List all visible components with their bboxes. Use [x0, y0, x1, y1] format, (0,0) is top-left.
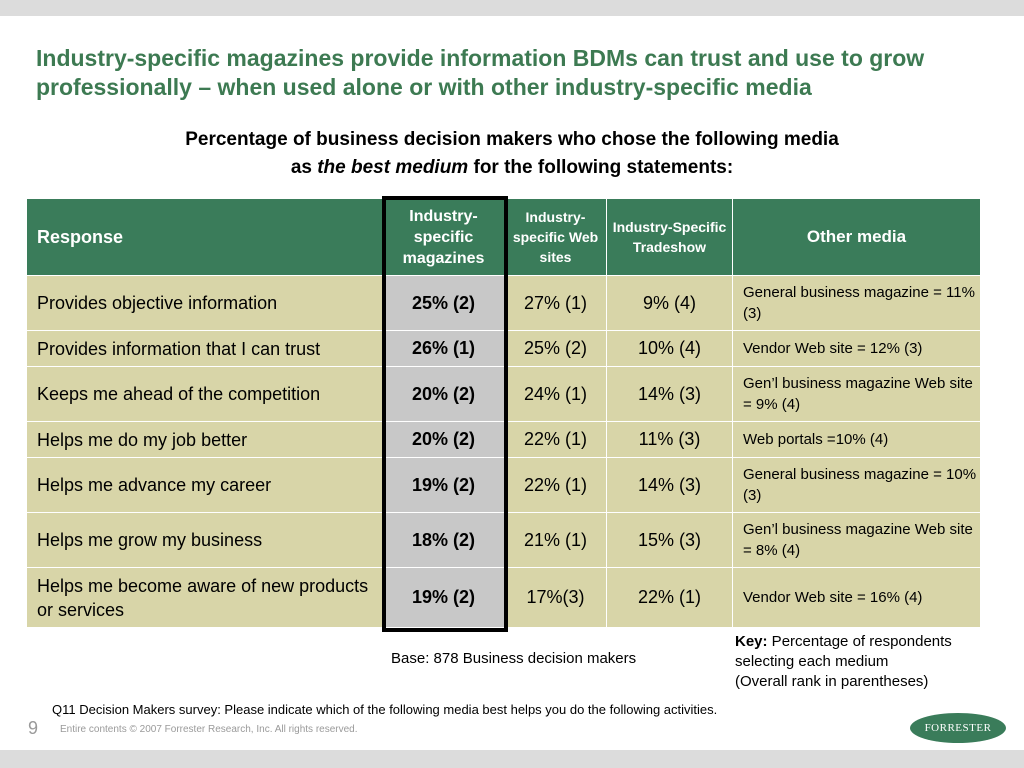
table-row: Provides objective information 25% (2) 2…: [26, 275, 981, 331]
web-sites-cell: 24% (1): [504, 366, 607, 422]
bottom-border-bar: [0, 750, 1024, 768]
table-row: Helps me do my job better 20% (2) 22% (1…: [26, 421, 981, 458]
key-legend: Key: Percentage of respondents selecting…: [735, 632, 1015, 692]
other-media-cell: Vendor Web site = 12% (3): [732, 330, 981, 367]
media-preference-table: Response Industry-specific magazines Ind…: [26, 198, 981, 628]
magazines-cell: 20% (2): [382, 366, 505, 422]
top-border-bar: [0, 0, 1024, 16]
other-media-cell: Web portals =10% (4): [732, 421, 981, 458]
response-cell: Provides information that I can trust: [26, 330, 383, 367]
magazines-cell: 18% (2): [382, 512, 505, 568]
table-row: Helps me grow my business 18% (2) 21% (1…: [26, 512, 981, 568]
tradeshow-cell: 9% (4): [606, 275, 733, 331]
forrester-logo: FORRESTER: [910, 713, 1006, 743]
subtitle-prefix: as: [290, 157, 318, 178]
web-sites-cell: 27% (1): [504, 275, 607, 331]
response-cell: Helps me do my job better: [26, 421, 383, 458]
magazines-cell: 26% (1): [382, 330, 505, 367]
header-other-media: Other media: [732, 198, 981, 276]
response-cell: Helps me become aware of new products or…: [26, 567, 383, 628]
tradeshow-cell: 22% (1): [606, 567, 733, 628]
header-industry-web-sites: Industry-specific Web sites: [504, 198, 607, 276]
magazines-cell: 25% (2): [382, 275, 505, 331]
other-media-cell: Vendor Web site = 16% (4): [732, 567, 981, 628]
response-cell: Helps me grow my business: [26, 512, 383, 568]
response-cell: Provides objective information: [26, 275, 383, 331]
slide-title: Industry-specific magazines provide info…: [36, 45, 925, 100]
key-line-1: Percentage of respondents selecting each…: [735, 633, 952, 670]
header-industry-magazines: Industry-specific magazines: [382, 198, 505, 276]
page-number: 9: [28, 718, 39, 738]
header-response: Response: [26, 198, 383, 276]
subtitle-emphasis: the best medium: [317, 157, 469, 178]
header-industry-tradeshow: Industry-Specific Tradeshow: [606, 198, 733, 276]
web-sites-cell: 22% (1): [504, 457, 607, 513]
table-row: Helps me advance my career 19% (2) 22% (…: [26, 457, 981, 513]
tradeshow-cell: 10% (4): [606, 330, 733, 367]
subtitle-suffix: for the following statements:: [468, 157, 734, 178]
other-media-cell: Gen’l business magazine Web site = 9% (4…: [732, 366, 981, 422]
response-cell: Helps me advance my career: [26, 457, 383, 513]
other-media-cell: Gen’l business magazine Web site = 8% (4…: [732, 512, 981, 568]
subtitle-line-2: as the best medium for the following sta…: [0, 154, 1024, 182]
magazines-cell: 19% (2): [382, 457, 505, 513]
table-row: Keeps me ahead of the competition 20% (2…: [26, 366, 981, 422]
key-line-2: (Overall rank in parentheses): [735, 673, 929, 690]
key-label: Key:: [735, 633, 768, 650]
web-sites-cell: 22% (1): [504, 421, 607, 458]
magazines-cell: 19% (2): [382, 567, 505, 628]
copyright-notice: Entire contents © 2007 Forrester Researc…: [60, 724, 358, 735]
table-header-row: Response Industry-specific magazines Ind…: [26, 198, 981, 276]
other-media-cell: General business magazine = 11% (3): [732, 275, 981, 331]
slide-subtitle: Percentage of business decision makers w…: [0, 126, 1024, 182]
web-sites-cell: 25% (2): [504, 330, 607, 367]
base-note: Base: 878 Business decision makers: [391, 650, 637, 667]
table-row: Provides information that I can trust 26…: [26, 330, 981, 367]
web-sites-cell: 21% (1): [504, 512, 607, 568]
web-sites-cell: 17%(3): [504, 567, 607, 628]
tradeshow-cell: 15% (3): [606, 512, 733, 568]
table-row: Helps me become aware of new products or…: [26, 567, 981, 628]
other-media-cell: General business magazine = 10% (3): [732, 457, 981, 513]
tradeshow-cell: 14% (3): [606, 366, 733, 422]
question-note: Q11 Decision Makers survey: Please indic…: [52, 702, 718, 717]
magazines-cell: 20% (2): [382, 421, 505, 458]
response-cell: Keeps me ahead of the competition: [26, 366, 383, 422]
tradeshow-cell: 11% (3): [606, 421, 733, 458]
subtitle-line-1: Percentage of business decision makers w…: [185, 129, 839, 150]
tradeshow-cell: 14% (3): [606, 457, 733, 513]
